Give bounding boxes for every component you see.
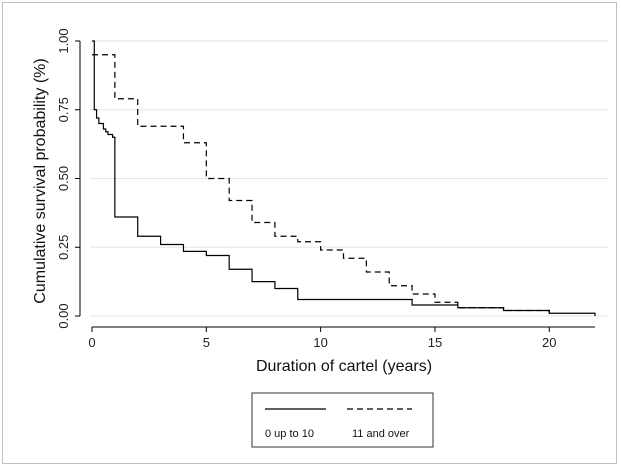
legend-label-series-1: 0 up to 10: [265, 428, 314, 440]
y-tick-label-4: 1.00: [56, 28, 71, 53]
plot-area: [90, 27, 608, 321]
y-axis-title: Cumulative survival probability (%): [32, 58, 49, 303]
x-tick-label-3: 15: [428, 335, 442, 350]
x-tick-label-2: 10: [313, 335, 327, 350]
y-tick-label-1: 0.25: [56, 235, 71, 260]
y-tick-label-3: 0.75: [56, 97, 71, 122]
y-tick-label-0: 0.00: [56, 303, 71, 328]
y-tick-label-2: 0.50: [56, 166, 71, 191]
x-axis-title: Duration of cartel (years): [256, 358, 432, 375]
gridlines: [90, 40, 608, 317]
legend-box: [251, 392, 434, 448]
legend: 0 up to 10 11 and over: [251, 392, 434, 448]
axes: 0.00 0.25 0.50 0.75 1.00 0 5 10 15 20: [56, 28, 595, 350]
legend-label-series-2: 11 and over: [352, 428, 410, 440]
series-line-2: [92, 54, 550, 316]
x-tick-label-0: 0: [88, 335, 95, 350]
series-group: [92, 40, 596, 316]
x-tick-label-1: 5: [203, 335, 210, 350]
x-tick-label-4: 20: [542, 335, 556, 350]
series-line-1: [92, 40, 596, 316]
